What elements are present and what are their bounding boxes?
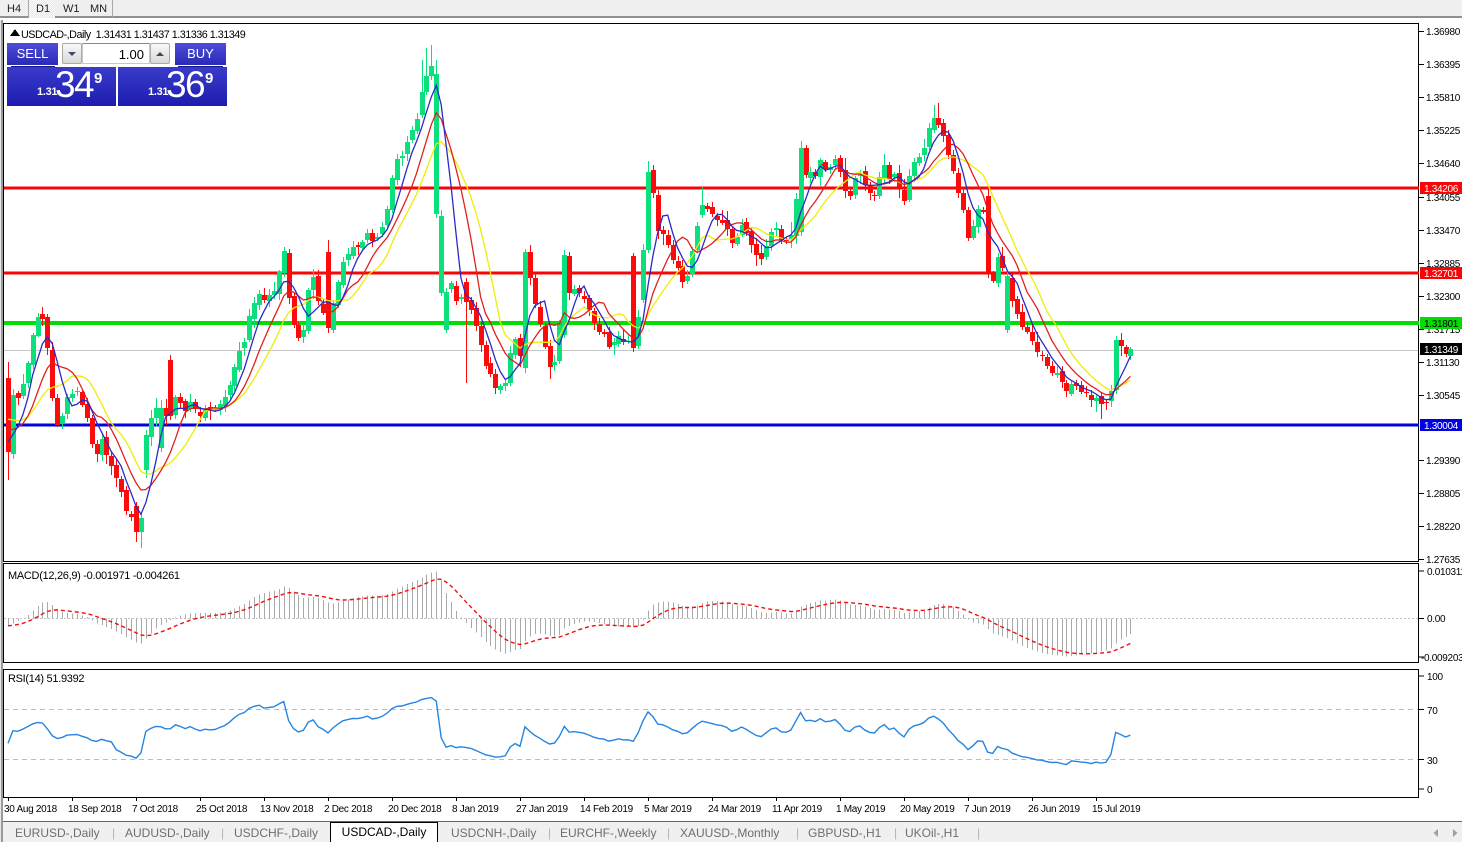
- svg-text:1.34206: 1.34206: [1424, 184, 1459, 195]
- svg-text:24 Mar 2019: 24 Mar 2019: [708, 804, 762, 815]
- svg-text:1.28220: 1.28220: [1426, 522, 1461, 533]
- svg-text:1.35810: 1.35810: [1426, 93, 1461, 104]
- svg-text:7 Oct 2018: 7 Oct 2018: [132, 804, 179, 815]
- svg-text:100: 100: [1427, 672, 1444, 683]
- svg-text:30 Aug 2018: 30 Aug 2018: [4, 804, 58, 815]
- svg-text:1.27635: 1.27635: [1426, 555, 1461, 566]
- svg-text:1.31130: 1.31130: [1426, 358, 1460, 369]
- svg-text:USDCAD-,Daily 1.31431 1.31437: USDCAD-,Daily 1.31431 1.31437 1.31336 1.…: [21, 29, 246, 41]
- svg-text:1.35225: 1.35225: [1426, 126, 1461, 137]
- svg-text:5 Mar 2019: 5 Mar 2019: [644, 804, 692, 815]
- svg-text:MACD(12,26,9) -0.001971 -0.004: MACD(12,26,9) -0.001971 -0.004261: [8, 570, 180, 582]
- svg-text:13 Nov 2018: 13 Nov 2018: [260, 804, 314, 815]
- svg-text:8 Jan 2019: 8 Jan 2019: [452, 804, 499, 815]
- svg-text:1.36395: 1.36395: [1426, 60, 1461, 71]
- svg-text:26 Jun 2019: 26 Jun 2019: [1028, 804, 1080, 815]
- svg-text:70: 70: [1427, 706, 1438, 717]
- svg-text:7 Jun 2019: 7 Jun 2019: [964, 804, 1011, 815]
- svg-text:1.32701: 1.32701: [1424, 269, 1459, 280]
- svg-text:1.32300: 1.32300: [1426, 292, 1461, 303]
- svg-text:0: 0: [1427, 785, 1433, 796]
- svg-text:27 Jan 2019: 27 Jan 2019: [516, 804, 568, 815]
- svg-text:15 Jul 2019: 15 Jul 2019: [1092, 804, 1141, 815]
- svg-text:1.30545: 1.30545: [1426, 391, 1461, 402]
- svg-text:1.29390: 1.29390: [1426, 456, 1461, 467]
- svg-text:-0.009203: -0.009203: [1421, 653, 1462, 664]
- svg-text:11 Apr 2019: 11 Apr 2019: [772, 804, 823, 815]
- svg-text:18 Sep 2018: 18 Sep 2018: [68, 804, 122, 815]
- svg-text:1.36980: 1.36980: [1426, 27, 1461, 38]
- svg-text:1.32885: 1.32885: [1426, 259, 1461, 270]
- svg-text:1.31349: 1.31349: [1424, 345, 1459, 356]
- svg-text:30: 30: [1427, 756, 1438, 767]
- svg-text:20 May 2019: 20 May 2019: [900, 804, 955, 815]
- svg-text:1.34640: 1.34640: [1426, 159, 1461, 170]
- svg-text:1 May 2019: 1 May 2019: [836, 804, 886, 815]
- svg-text:2 Dec 2018: 2 Dec 2018: [324, 804, 373, 815]
- svg-text:14 Feb 2019: 14 Feb 2019: [580, 804, 634, 815]
- svg-text:1.31715: 1.31715: [1426, 325, 1461, 336]
- svg-text:1.31801: 1.31801: [1424, 319, 1459, 330]
- svg-text:1.33470: 1.33470: [1426, 226, 1461, 237]
- svg-text:0.00: 0.00: [1427, 614, 1446, 625]
- svg-text:1.34055: 1.34055: [1426, 193, 1461, 204]
- svg-text:1.28805: 1.28805: [1426, 489, 1461, 500]
- svg-text:RSI(14) 51.9392: RSI(14) 51.9392: [8, 673, 84, 685]
- svg-text:20 Dec 2018: 20 Dec 2018: [388, 804, 442, 815]
- svg-text:25 Oct 2018: 25 Oct 2018: [196, 804, 248, 815]
- svg-text:0.010311: 0.010311: [1427, 567, 1462, 578]
- svg-text:1.30004: 1.30004: [1424, 421, 1459, 432]
